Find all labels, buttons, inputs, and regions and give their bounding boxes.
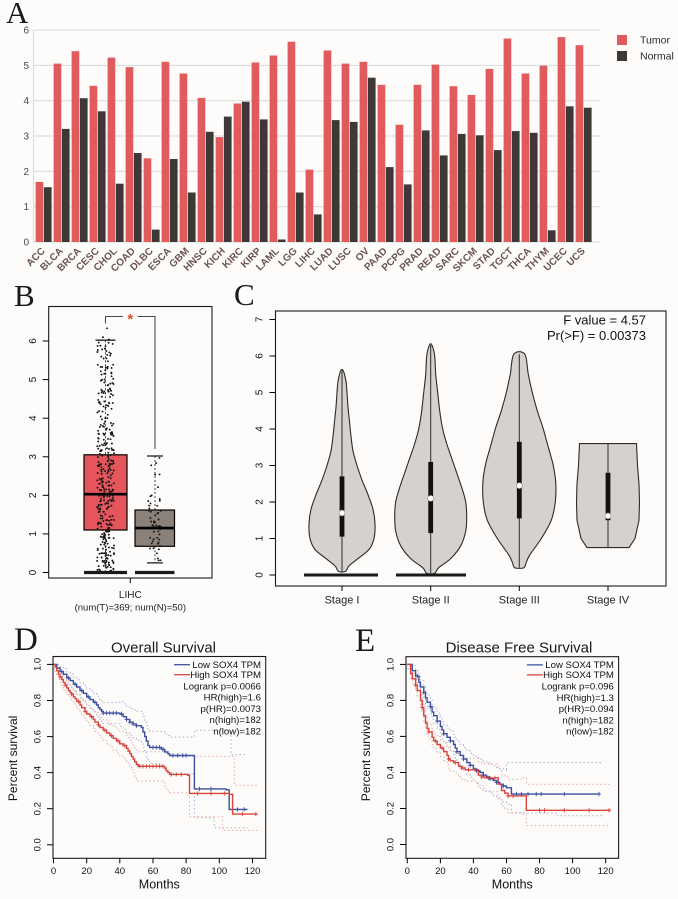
svg-text:A: A [6, 0, 29, 30]
svg-text:n(low)=182: n(low)=182 [213, 727, 261, 738]
svg-text:100: 100 [211, 866, 227, 877]
svg-text:*: * [127, 311, 133, 328]
svg-text:4: 4 [255, 426, 266, 432]
svg-text:Low SOX4 TPM: Low SOX4 TPM [545, 660, 614, 671]
svg-text:3: 3 [255, 462, 266, 468]
svg-text:1.0: 1.0 [386, 658, 397, 671]
svg-text:Logrank p=0.0066: Logrank p=0.0066 [183, 681, 261, 692]
svg-text:n(low)=182: n(low)=182 [566, 727, 614, 738]
svg-text:1.0: 1.0 [33, 658, 44, 671]
svg-text:Percent survival: Percent survival [359, 716, 373, 801]
svg-text:Disease Free Survival: Disease Free Survival [446, 640, 593, 657]
svg-text:Logrank p=0.096: Logrank p=0.096 [542, 682, 614, 693]
svg-text:Stage I: Stage I [325, 595, 360, 607]
svg-text:40: 40 [468, 866, 479, 877]
svg-text:5: 5 [255, 389, 266, 395]
svg-text:High SOX4 TPM: High SOX4 TPM [543, 670, 614, 681]
svg-text:HR(high)=1.6: HR(high)=1.6 [204, 693, 261, 704]
svg-text:Overall Survival: Overall Survival [111, 640, 216, 657]
svg-text:0.6: 0.6 [33, 730, 44, 743]
svg-text:0: 0 [405, 866, 410, 877]
svg-text:Low SOX4 TPM: Low SOX4 TPM [192, 660, 261, 671]
svg-text:0: 0 [51, 866, 56, 877]
svg-text:0.0: 0.0 [386, 838, 397, 851]
svg-text:Months: Months [139, 877, 180, 891]
svg-text:80: 80 [181, 866, 192, 877]
svg-text:120: 120 [598, 866, 614, 877]
svg-text:0.8: 0.8 [33, 694, 44, 707]
svg-text:p(HR)=0.0073: p(HR)=0.0073 [200, 704, 261, 715]
svg-text:F value = 4.57: F value = 4.57 [563, 313, 646, 328]
svg-text:3: 3 [23, 132, 29, 143]
svg-text:Normal: Normal [640, 51, 674, 63]
svg-text:p(HR)=0.094: p(HR)=0.094 [559, 704, 615, 715]
svg-text:20: 20 [435, 866, 446, 877]
svg-text:4: 4 [28, 415, 39, 421]
svg-text:1: 1 [28, 531, 39, 537]
svg-text:Percent survival: Percent survival [6, 716, 20, 801]
svg-text:0.4: 0.4 [386, 766, 397, 779]
svg-text:3: 3 [28, 454, 39, 460]
svg-text:5: 5 [28, 376, 39, 382]
svg-text:6: 6 [28, 338, 39, 344]
svg-text:Stage IV: Stage IV [587, 595, 630, 607]
svg-text:Months: Months [492, 877, 533, 891]
svg-text:LIHC: LIHC [119, 590, 142, 601]
svg-text:5: 5 [23, 61, 29, 72]
svg-text:1: 1 [255, 535, 266, 541]
svg-text:0.4: 0.4 [33, 766, 44, 779]
svg-text:High SOX4 TPM: High SOX4 TPM [190, 670, 261, 681]
svg-text:2: 2 [255, 499, 266, 505]
svg-text:6: 6 [255, 353, 266, 359]
svg-text:120: 120 [245, 866, 261, 877]
svg-text:40: 40 [115, 866, 126, 877]
svg-text:E: E [355, 623, 375, 659]
svg-text:1: 1 [23, 202, 29, 213]
svg-text:0.2: 0.2 [386, 802, 397, 815]
svg-text:20: 20 [81, 866, 92, 877]
svg-text:Stage III: Stage III [499, 595, 540, 607]
svg-text:0: 0 [255, 572, 266, 578]
svg-text:(num(T)=369; num(N)=50): (num(T)=369; num(N)=50) [75, 603, 186, 614]
svg-text:60: 60 [501, 866, 512, 877]
svg-text:Pr(>F) = 0.00373: Pr(>F) = 0.00373 [547, 328, 646, 343]
svg-text:C: C [234, 277, 255, 312]
svg-text:HR(high)=1.3: HR(high)=1.3 [557, 693, 614, 704]
svg-text:7: 7 [255, 316, 266, 322]
svg-text:D: D [14, 622, 38, 658]
svg-text:0.8: 0.8 [386, 694, 397, 707]
svg-text:100: 100 [565, 866, 581, 877]
svg-text:n(high)=182: n(high)=182 [562, 715, 613, 726]
svg-text:0: 0 [23, 238, 29, 249]
svg-text:0.6: 0.6 [386, 730, 397, 743]
svg-text:0.2: 0.2 [33, 802, 44, 815]
svg-text:0.0: 0.0 [33, 838, 44, 851]
svg-text:6: 6 [23, 26, 29, 37]
svg-text:0: 0 [28, 569, 39, 575]
svg-text:4: 4 [23, 96, 29, 107]
svg-text:2: 2 [23, 167, 29, 178]
svg-text:2: 2 [28, 492, 39, 498]
svg-text:80: 80 [534, 866, 545, 877]
svg-text:n(high)=182: n(high)=182 [210, 715, 261, 726]
svg-text:60: 60 [148, 866, 159, 877]
svg-text:Stage II: Stage II [412, 595, 450, 607]
svg-text:Tumor: Tumor [640, 35, 670, 47]
svg-text:B: B [14, 278, 35, 313]
